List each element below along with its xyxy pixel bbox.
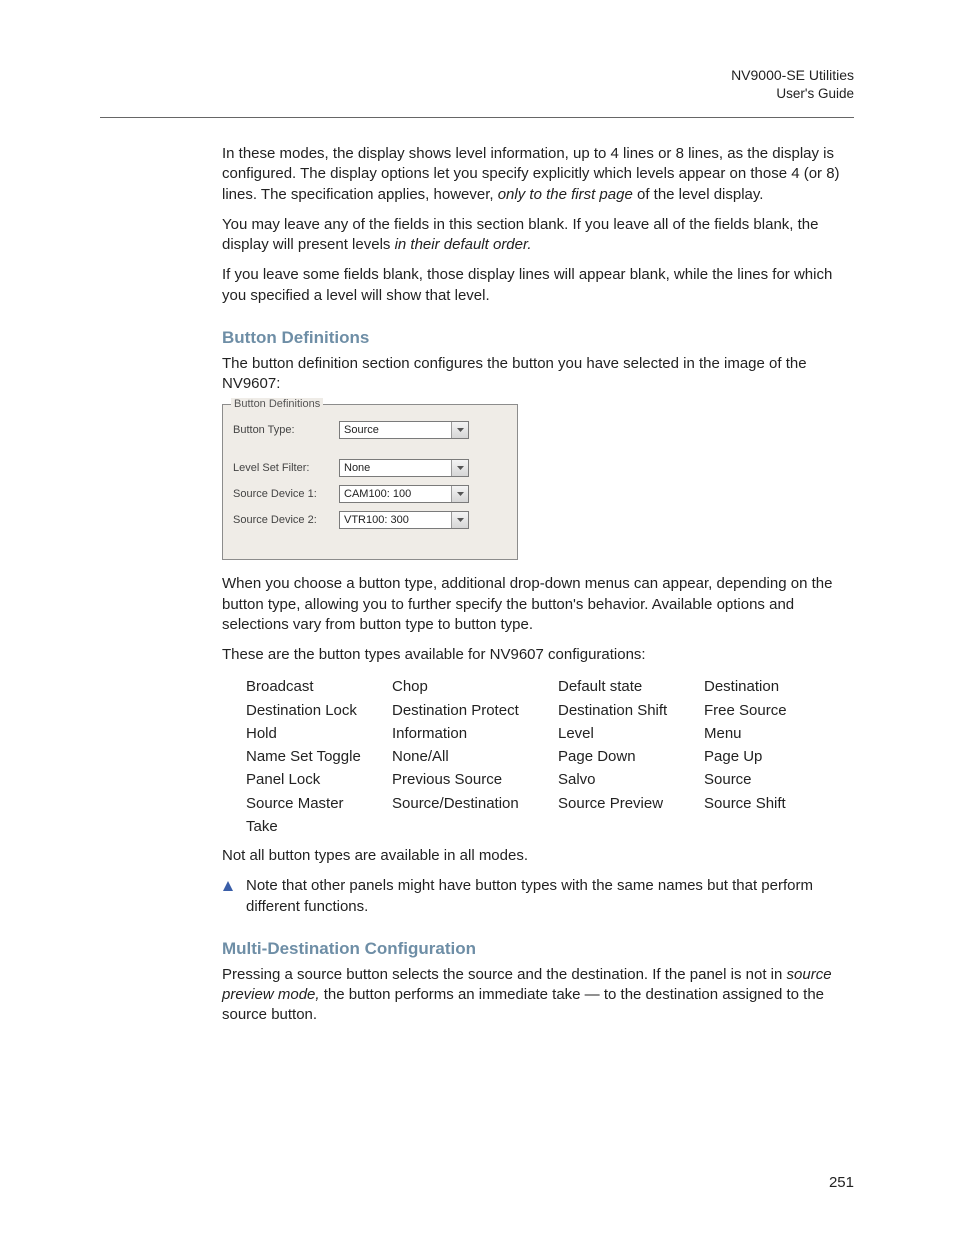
page-number: 251 <box>829 1174 854 1191</box>
field-row-source-device-1: Source Device 1: CAM100: 100 <box>233 485 507 503</box>
field-row-source-device-2: Source Device 2: VTR100: 300 <box>233 511 507 529</box>
dropdown-value: VTR100: 300 <box>340 512 451 528</box>
paragraph: When you choose a button type, additiona… <box>222 574 854 635</box>
paragraph: If you leave some fields blank, those di… <box>222 265 854 306</box>
cell: Destination Lock <box>246 699 392 722</box>
cell: Source <box>704 768 824 791</box>
table-row: Hold Information Level Menu <box>246 722 854 745</box>
cell: Source Master <box>246 792 392 815</box>
button-types-table: Broadcast Chop Default state Destination… <box>246 675 854 838</box>
dropdown-source-device-1[interactable]: CAM100: 100 <box>339 485 469 503</box>
cell: Destination Protect <box>392 699 558 722</box>
triangle-up-icon <box>222 876 246 917</box>
paragraph: In these modes, the display shows level … <box>222 144 854 205</box>
cell: Destination <box>704 675 824 698</box>
button-definitions-panel: Button Definitions Button Type: Source L… <box>222 404 518 560</box>
text-italic: in their default order. <box>395 236 532 253</box>
cell: Source Preview <box>558 792 704 815</box>
paragraph: The button definition section configures… <box>222 354 854 395</box>
cell: None/All <box>392 745 558 768</box>
section-heading-multi-destination: Multi-Destination Configuration <box>222 939 854 959</box>
cell: Source/Destination <box>392 792 558 815</box>
cell: Information <box>392 722 558 745</box>
table-row: Destination Lock Destination Protect Des… <box>246 699 854 722</box>
field-row-button-type: Button Type: Source <box>233 421 507 439</box>
header-subtitle: User's Guide <box>100 85 854 103</box>
dropdown-value: Source <box>340 422 451 438</box>
dropdown-value: None <box>340 460 451 476</box>
field-label: Button Type: <box>233 424 339 436</box>
paragraph: You may leave any of the fields in this … <box>222 215 854 256</box>
cell: Previous Source <box>392 768 558 791</box>
paragraph: These are the button types available for… <box>222 645 854 665</box>
cell <box>392 815 558 838</box>
dropdown-value: CAM100: 100 <box>340 486 451 502</box>
cell: Name Set Toggle <box>246 745 392 768</box>
note-block: Note that other panels might have button… <box>222 876 854 917</box>
header-title: NV9000-SE Utilities <box>100 66 854 85</box>
text-italic: only to the first page <box>498 186 633 203</box>
chevron-down-icon[interactable] <box>451 422 468 438</box>
text: Pressing a source button selects the sou… <box>222 966 787 983</box>
table-row: Broadcast Chop Default state Destination <box>246 675 854 698</box>
cell: Menu <box>704 722 824 745</box>
dropdown-button-type[interactable]: Source <box>339 421 469 439</box>
cell <box>558 815 704 838</box>
cell: Broadcast <box>246 675 392 698</box>
cell: Free Source <box>704 699 824 722</box>
note-text: Note that other panels might have button… <box>246 876 854 917</box>
field-label: Level Set Filter: <box>233 462 339 474</box>
cell: Salvo <box>558 768 704 791</box>
cell: Chop <box>392 675 558 698</box>
cell: Default state <box>558 675 704 698</box>
cell: Panel Lock <box>246 768 392 791</box>
chevron-down-icon[interactable] <box>451 486 468 502</box>
content-column: In these modes, the display shows level … <box>222 144 854 1026</box>
chevron-down-icon[interactable] <box>451 460 468 476</box>
field-label: Source Device 2: <box>233 514 339 526</box>
table-row: Source Master Source/Destination Source … <box>246 792 854 815</box>
table-row: Panel Lock Previous Source Salvo Source <box>246 768 854 791</box>
chevron-down-icon[interactable] <box>451 512 468 528</box>
cell <box>704 815 824 838</box>
cell: Page Down <box>558 745 704 768</box>
dropdown-level-set-filter[interactable]: None <box>339 459 469 477</box>
field-label: Source Device 1: <box>233 488 339 500</box>
section-heading-button-definitions: Button Definitions <box>222 328 854 348</box>
page-header: NV9000-SE Utilities User's Guide <box>100 66 854 103</box>
text: of the level display. <box>633 186 764 203</box>
table-row: Name Set Toggle None/All Page Down Page … <box>246 745 854 768</box>
header-rule <box>100 117 854 118</box>
field-row-level-set-filter: Level Set Filter: None <box>233 459 507 477</box>
cell: Page Up <box>704 745 824 768</box>
cell: Take <box>246 815 392 838</box>
cell: Level <box>558 722 704 745</box>
paragraph: Not all button types are available in al… <box>222 846 854 866</box>
panel-title: Button Definitions <box>231 398 323 410</box>
cell: Destination Shift <box>558 699 704 722</box>
dropdown-source-device-2[interactable]: VTR100: 300 <box>339 511 469 529</box>
cell: Source Shift <box>704 792 824 815</box>
table-row: Take <box>246 815 854 838</box>
cell: Hold <box>246 722 392 745</box>
paragraph: Pressing a source button selects the sou… <box>222 965 854 1026</box>
